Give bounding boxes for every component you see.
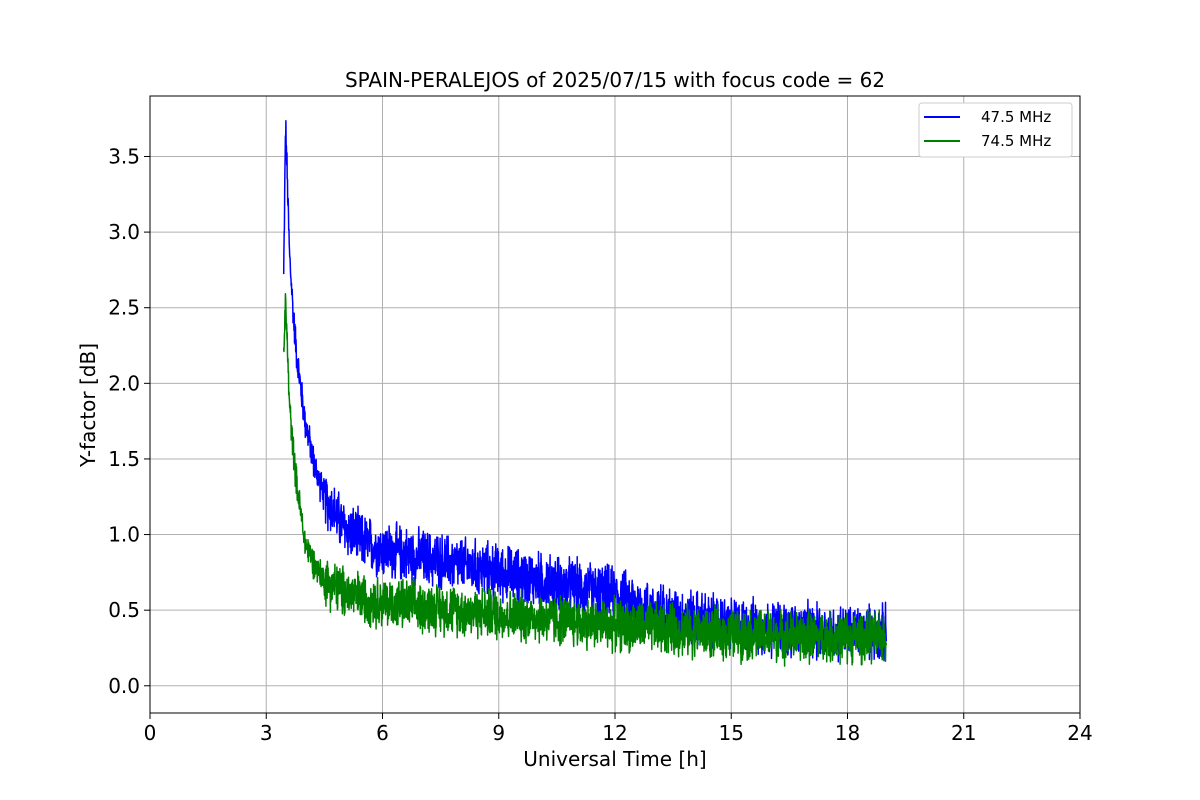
y-tick-label: 2.0 xyxy=(108,371,140,395)
x-tick-label: 24 xyxy=(1067,721,1092,745)
x-tick-label: 15 xyxy=(719,721,744,745)
legend-label-74-5-mhz: 74.5 MHz xyxy=(981,132,1051,150)
x-tick-label: 18 xyxy=(835,721,860,745)
x-axis-label: Universal Time [h] xyxy=(523,747,706,771)
series-line-47-5-mhz xyxy=(282,120,888,663)
y-axis-label: Y-factor [dB] xyxy=(76,343,100,468)
x-tick-label: 0 xyxy=(144,721,157,745)
y-tick-label: 3.0 xyxy=(108,220,140,244)
x-tick-label: 21 xyxy=(951,721,976,745)
y-tick-label: 0.5 xyxy=(108,598,140,622)
legend: 47.5 MHz 74.5 MHz xyxy=(918,102,1073,158)
x-axis: 0 3 6 9 12 15 18 21 24 xyxy=(144,713,1093,745)
series-layer xyxy=(282,120,888,667)
x-tick-label: 6 xyxy=(376,721,389,745)
y-tick-label: 0.0 xyxy=(108,674,140,698)
x-tick-label: 12 xyxy=(602,721,627,745)
y-tick-label: 2.5 xyxy=(108,296,140,320)
y-tick-label: 1.0 xyxy=(108,523,140,547)
series-line-74-5-mhz xyxy=(282,293,888,667)
x-tick-label: 9 xyxy=(492,721,505,745)
y-tick-label: 3.5 xyxy=(108,144,140,168)
chart-title: SPAIN-PERALEJOS of 2025/07/15 with focus… xyxy=(345,68,885,92)
x-tick-label: 3 xyxy=(260,721,273,745)
legend-label-47-5-mhz: 47.5 MHz xyxy=(981,108,1051,126)
y-axis: 0.0 0.5 1.0 1.5 2.0 2.5 3.0 3.5 xyxy=(108,144,150,698)
y-tick-label: 1.5 xyxy=(108,447,140,471)
